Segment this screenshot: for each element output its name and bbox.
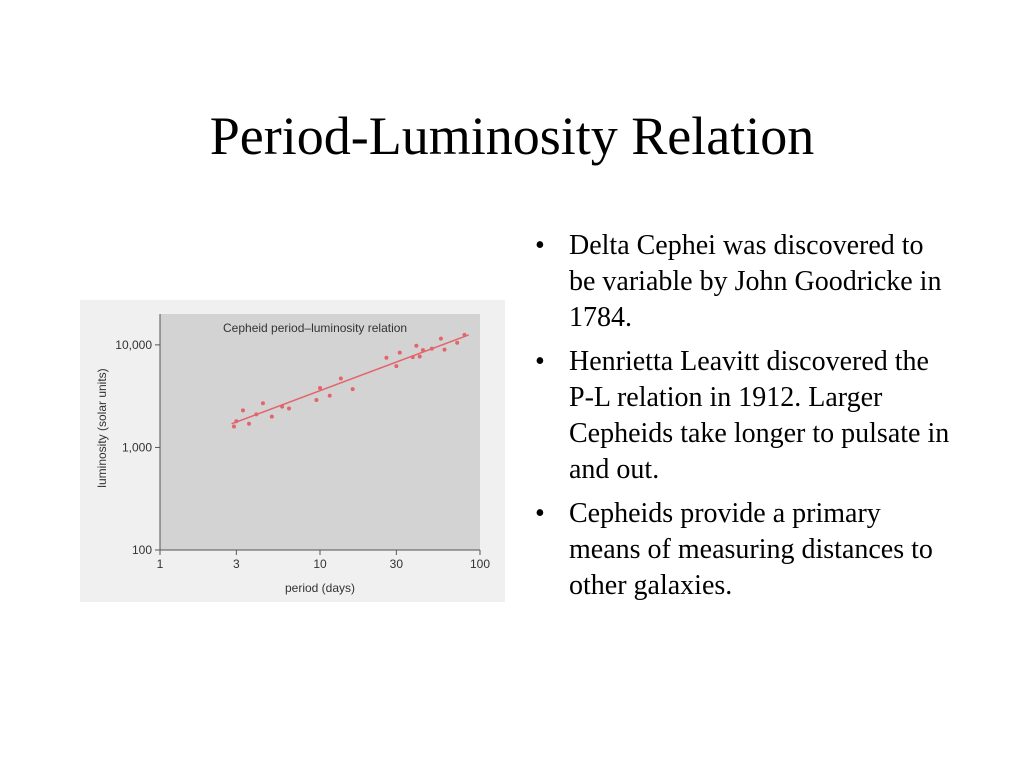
- data-point: [269, 414, 274, 419]
- data-point: [234, 419, 239, 424]
- bullet-marker: •: [535, 498, 545, 529]
- data-point: [314, 398, 319, 403]
- data-point: [414, 343, 419, 348]
- bullet-text: Delta Cephei was discovered to be variab…: [569, 230, 942, 333]
- data-point: [280, 404, 285, 409]
- data-point: [247, 421, 252, 426]
- y-axis-label: luminosity (solar units): [95, 368, 109, 487]
- data-point: [240, 408, 245, 413]
- bullet-item-2: • Henrietta Leavitt discovered the P-L r…: [533, 344, 953, 488]
- x-ticks: 1 3 10 30 100: [157, 550, 490, 571]
- data-point: [260, 401, 265, 406]
- y-tick-label: 10,000: [115, 338, 152, 352]
- period-luminosity-figure: Cepheid period–luminosity relation 1 3 10 3…: [80, 300, 505, 602]
- x-tick-label: 100: [470, 557, 490, 571]
- bullet-text: Henrietta Leavitt discovered the P-L rel…: [569, 346, 950, 485]
- data-point: [438, 336, 443, 341]
- bullet-list: • Delta Cephei was discovered to be vari…: [533, 228, 953, 612]
- data-points: [231, 332, 467, 429]
- bullet-item-1: • Delta Cephei was discovered to be vari…: [533, 228, 953, 336]
- chart-title: Cepheid period–luminosity relation: [223, 321, 407, 335]
- trend-line-layer: [231, 334, 469, 425]
- data-point: [397, 350, 402, 355]
- data-point: [254, 412, 259, 417]
- bullet-item-3: • Cepheids provide a primary means of me…: [533, 496, 953, 604]
- y-ticks: 100 1,000 10,000: [115, 338, 160, 557]
- x-tick-label: 3: [233, 557, 240, 571]
- x-axis-label: period (days): [285, 581, 355, 595]
- data-point: [462, 332, 467, 337]
- data-point: [338, 376, 343, 381]
- data-point: [350, 387, 355, 392]
- data-point: [327, 393, 332, 398]
- data-point: [410, 355, 415, 360]
- bullet-text: Cepheids provide a primary means of meas…: [569, 498, 933, 601]
- x-tick-label: 10: [313, 557, 327, 571]
- data-point: [394, 364, 399, 369]
- x-tick-label: 30: [390, 557, 404, 571]
- plot-area: [160, 314, 480, 550]
- x-tick-label: 1: [157, 557, 164, 571]
- data-point: [318, 385, 322, 390]
- slide-title: Period-Luminosity Relation: [209, 106, 815, 166]
- data-point: [442, 347, 447, 352]
- data-point: [429, 346, 434, 351]
- y-tick-label: 1,000: [122, 440, 152, 454]
- data-point: [231, 424, 236, 429]
- data-point: [417, 354, 422, 359]
- data-point: [286, 406, 291, 411]
- bullet-marker: •: [535, 346, 545, 377]
- data-point: [420, 348, 425, 353]
- bullet-marker: •: [535, 230, 545, 261]
- data-point: [455, 340, 460, 345]
- trend-line: [231, 334, 469, 425]
- y-tick-label: 100: [132, 543, 152, 557]
- data-point: [384, 355, 389, 360]
- period-luminosity-chart: Cepheid period–luminosity relation 1 3 10 3…: [80, 300, 505, 602]
